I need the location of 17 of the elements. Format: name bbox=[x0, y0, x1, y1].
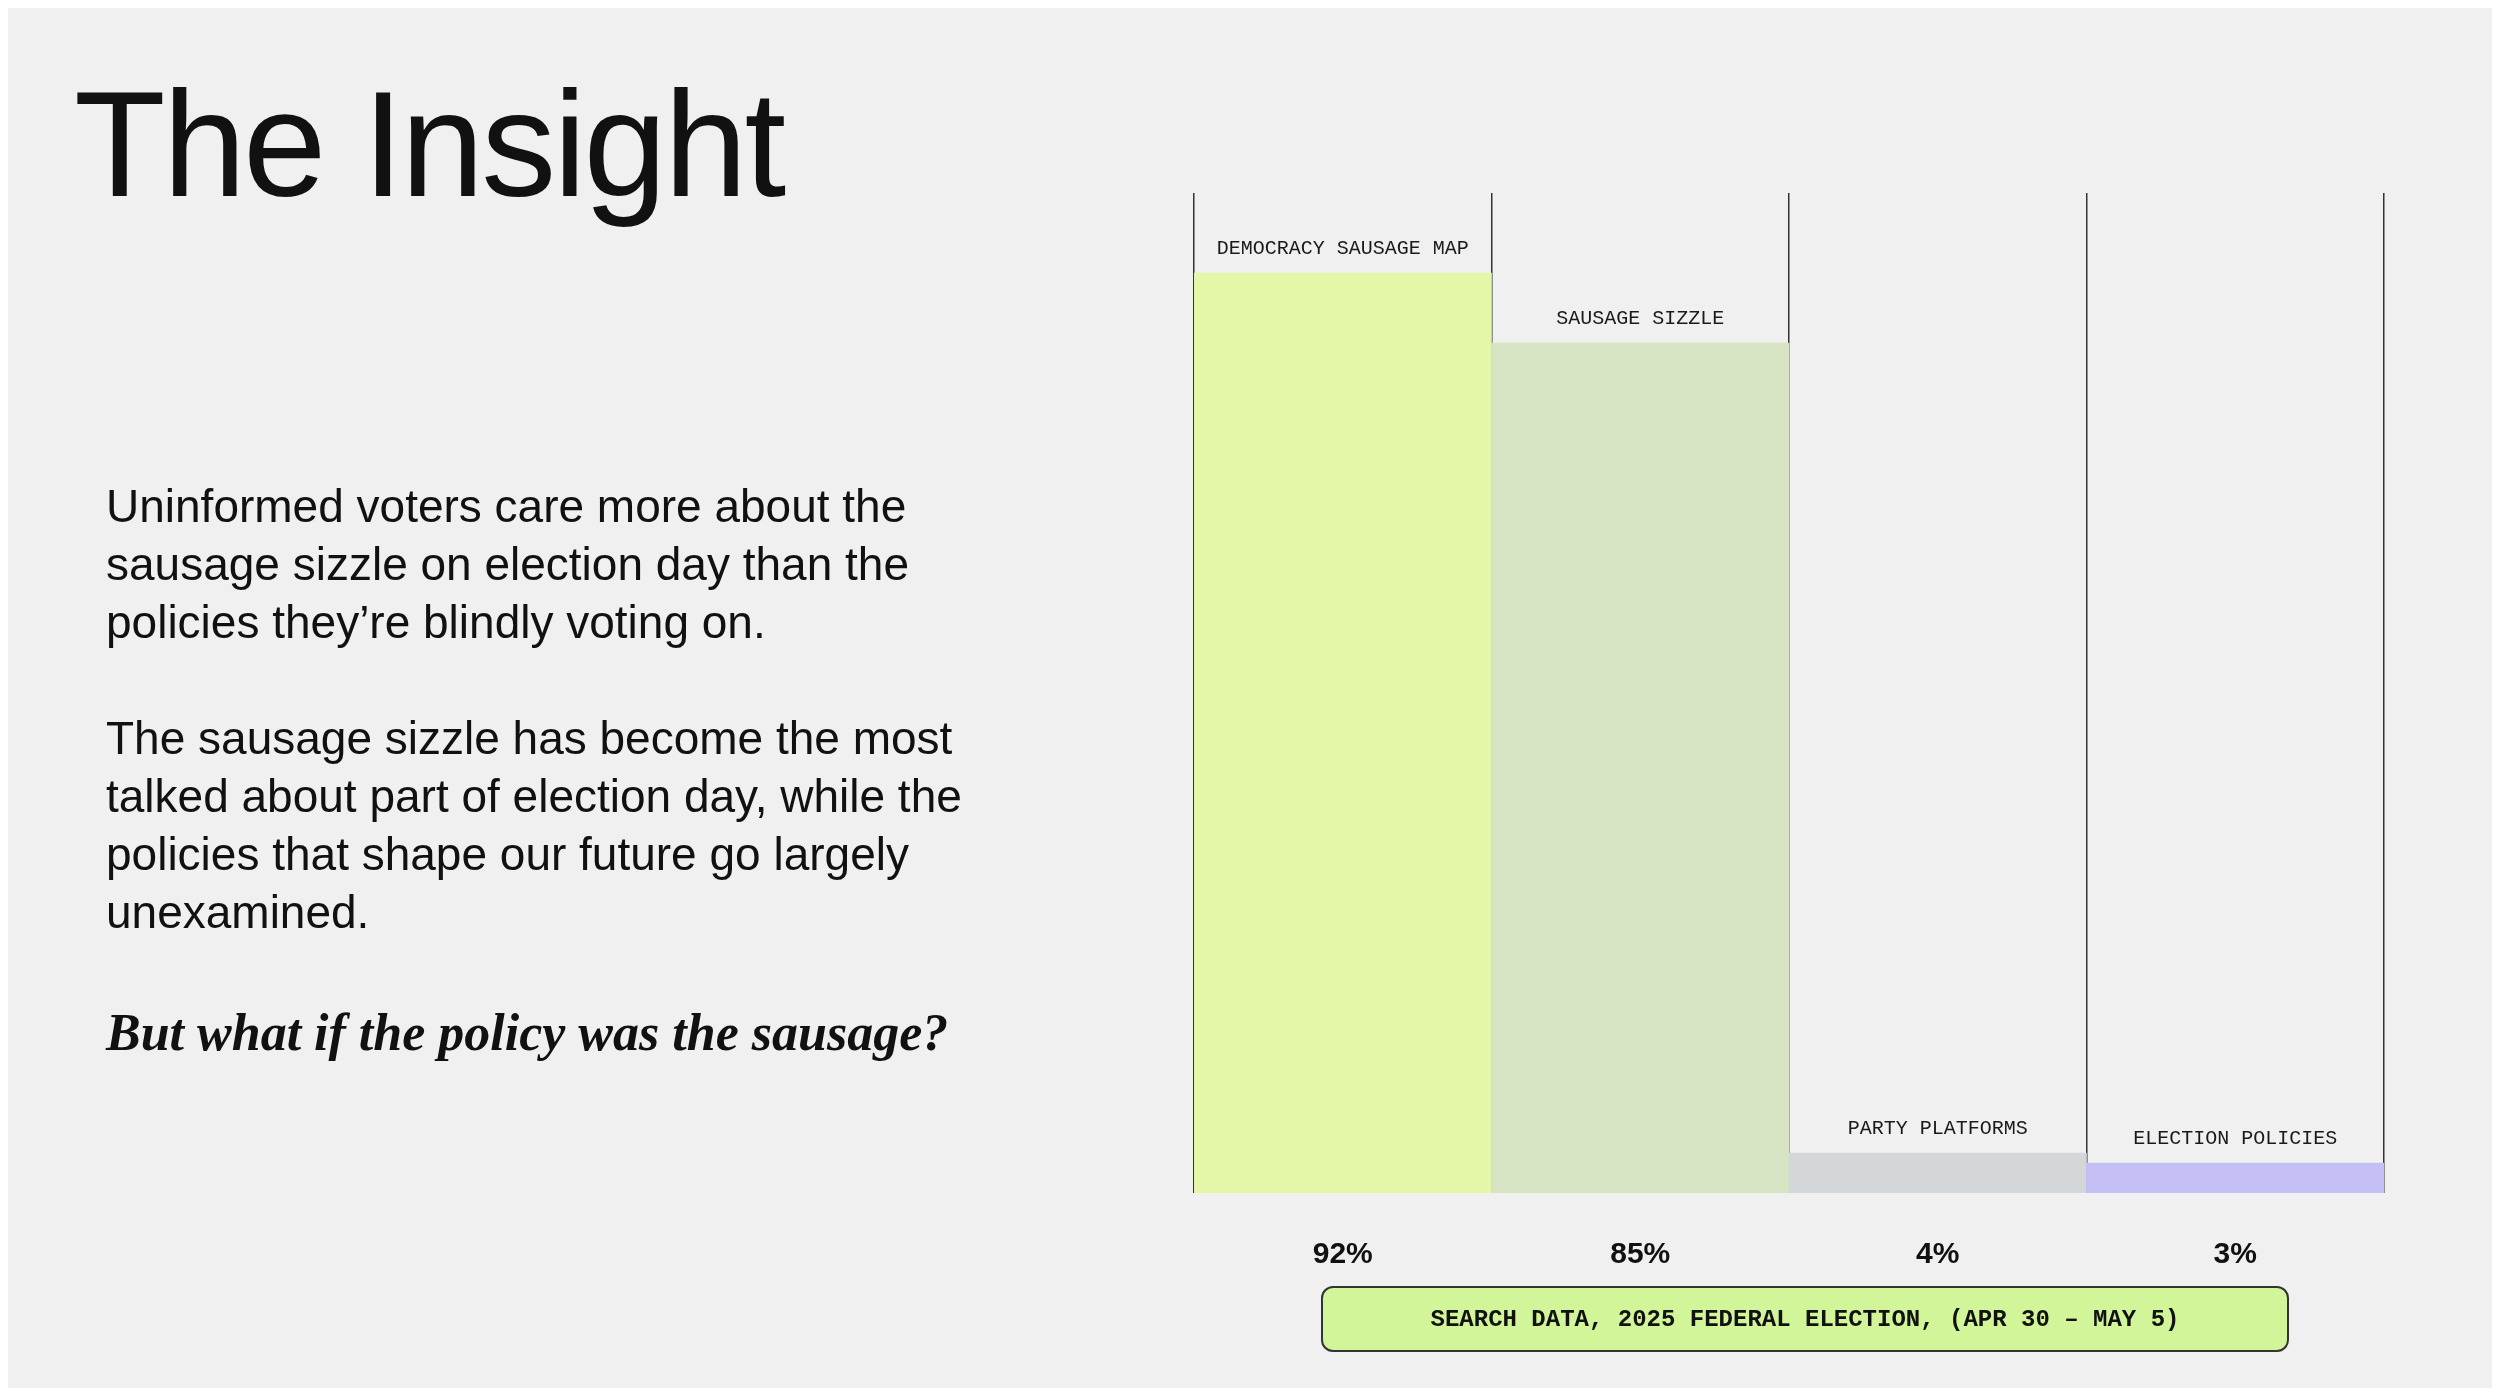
data-label: 3% bbox=[2213, 1236, 2257, 1270]
text: SEARCH DATA, 2025 FEDERAL ELECTION, (APR 30 – MAY 5) bbox=[1321, 1286, 2289, 1352]
bar bbox=[1491, 342, 1790, 1193]
bar bbox=[2086, 1162, 2384, 1193]
bar bbox=[1194, 272, 1492, 1193]
data-label: 92% bbox=[1312, 1236, 1373, 1270]
text: But what if the policy was the sausage? bbox=[106, 1002, 950, 1063]
x-tick-label: SAUSAGE SIZZLE bbox=[1556, 307, 1725, 331]
text: The sausage sizzle has become the most talked about part of election day, while the policies that shape our future go largely unexamined. bbox=[106, 710, 963, 940]
data-label: 85% bbox=[1610, 1236, 1671, 1270]
x-tick-label: PARTY PLATFORMS bbox=[1847, 1117, 2028, 1141]
text: Uninformed voters care more about the sausage sizzle on election day than the policies they’re blindly voting on. bbox=[106, 479, 910, 650]
data-label: 4% bbox=[1916, 1236, 1960, 1270]
x-tick-label: ELECTION POLICIES bbox=[2133, 1127, 2338, 1151]
x-tick-label: DEMOCRACY SAUSAGE MAP bbox=[1216, 237, 1469, 261]
bar bbox=[1788, 1152, 2087, 1193]
chart-title: The Insight bbox=[74, 59, 784, 230]
